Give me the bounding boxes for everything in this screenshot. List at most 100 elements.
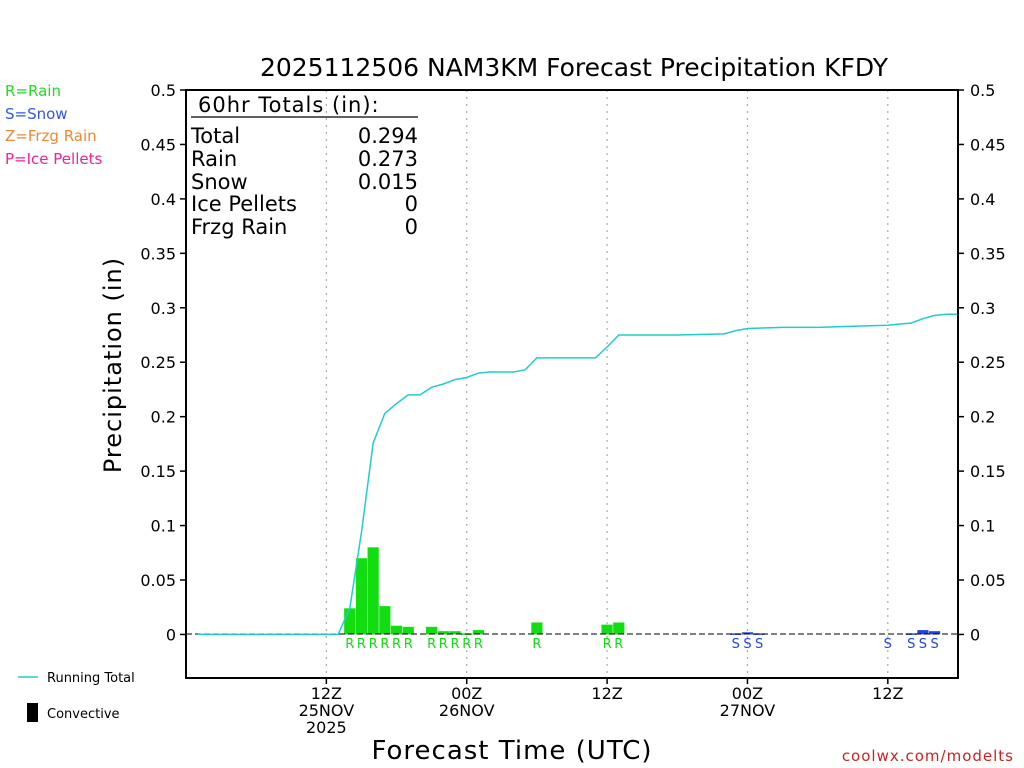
convective-legend-label: Convective [47,707,120,722]
watermark-text: coolwx.com/modelts [842,747,1014,765]
precip-bar [355,558,368,635]
totals-value-total: 0.294 [358,124,418,148]
precip-type-marker: R [614,637,623,652]
totals-label-rain: Rain [191,147,237,171]
y-tick-label-left: 0.35 [140,244,176,263]
precip-bar [917,630,929,635]
y-tick-label-left: 0.25 [140,353,176,372]
y-tick-label-right: 0.2 [970,408,995,427]
y-tick-label-right: 0.15 [970,462,1006,481]
precip-bar [390,625,403,635]
y-tick-label-left: 0.4 [151,190,176,209]
y-tick-label-right: 0.35 [970,244,1006,263]
y-tick-label-left: 0.1 [151,517,176,536]
precip-type-marker: R [369,637,378,652]
precip-bar [472,630,485,635]
totals-label-snow: Snow [191,170,248,194]
precip-bar [344,608,356,635]
y-tick-label-left: 0.5 [151,81,176,100]
totals-label-total: Total [190,124,240,148]
precip-bar [741,632,754,635]
precip-type-marker: R [439,637,448,652]
totals-value-snow: 0.015 [358,170,418,194]
legend-ice-pellets-label: P=Ice Pellets [5,150,102,168]
y-tick-label-right: 0.3 [970,299,995,318]
y-axis-label: Precipitation (in) [99,257,127,473]
y-axis-ticks: 0 00.05 0.050.1 0.10.15 0.150.2 0.20.25 0.250.… [140,81,1005,644]
precip-bar [601,624,613,635]
precip-type-marker: R [392,637,401,652]
y-tick-label-left: 0 [166,625,176,644]
y-tick-label-right: 0.5 [970,81,995,100]
legend-rain-label: R=Rain [5,82,61,100]
bottom-legend: Running Total Convective [18,671,135,722]
precip-type-marker: S [919,637,927,652]
y-tick-label-left: 0.3 [151,299,176,318]
totals-value-frzg-rain: 0 [405,215,418,239]
x-tick-label: 27NOV [720,701,776,720]
y-tick-label-right: 0.45 [970,135,1006,154]
precip-type-legend: R=Rain S=Snow Z=Frzg Rain P=Ice Pellets [5,82,102,168]
y-tick-label-left: 0.05 [140,571,176,590]
y-tick-label-right: 0.25 [970,353,1006,372]
precip-type-marker: R [427,637,436,652]
precip-type-marker: R [404,637,413,652]
precip-bar [449,631,461,635]
x-tick-label: 00Z [451,684,482,703]
totals-value-rain: 0.273 [358,147,418,171]
x-tick-label: 2025 [306,718,347,737]
precip-type-marker: R [474,637,483,652]
precip-bar [426,626,438,635]
precip-type-marker: S [930,637,938,652]
totals-label-ice-pellets: Ice Pellets [191,192,297,216]
x-tick-label: 25NOV [299,701,355,720]
x-tick-label: 12Z [311,684,342,703]
precip-type-marker: R [357,637,366,652]
x-tick-label: 12Z [591,684,622,703]
x-axis-label: Forecast Time (UTC) [371,736,652,766]
precip-type-marker: S [755,637,763,652]
precip-bar [402,626,414,635]
y-tick-label-right: 0.4 [970,190,995,209]
precip-bar [379,606,391,635]
precip-bar [753,633,765,635]
running-total-line [197,313,958,636]
precip-type-marker: S [743,637,751,652]
legend-frzg-rain-label: Z=Frzg Rain [5,127,97,145]
plot-frame [185,89,959,679]
y-tick-label-left: 0.15 [140,462,176,481]
precip-bar [613,622,625,635]
y-tick-label-right: 0.05 [970,571,1006,590]
precip-bars [344,547,941,635]
totals-box: 60hr Totals (in): Total 0.294 Rain 0.273… [190,93,418,239]
y-tick-label-left: 0.2 [151,408,176,427]
y-tick-label-right: 0 [970,625,980,644]
precip-type-marker: R [451,637,460,652]
precip-type-marker: R [603,637,612,652]
x-tick-label: 00Z [732,684,763,703]
chart-title: 2025112506 NAM3KM Forecast Precipitation… [260,53,889,82]
precip-type-marker: R [532,637,541,652]
totals-label-frzg-rain: Frzg Rain [191,215,287,239]
convective-swatch [27,703,38,722]
precip-type-marker: S [884,637,892,652]
x-tick-label: 12Z [872,684,903,703]
precip-bar [531,622,543,635]
precip-type-marker: S [732,637,740,652]
legend-snow-label: S=Snow [5,105,68,123]
x-tick-label: 26NOV [439,701,495,720]
y-tick-label-right: 0.1 [970,517,995,536]
precip-bar [367,547,379,635]
precip-bar [929,631,941,635]
precip-type-marker: R [345,637,354,652]
precip-type-marker: S [907,637,915,652]
totals-value-ice-pellets: 0 [405,192,418,216]
precip-type-marker: R [462,637,471,652]
precip-bar [437,631,449,635]
y-tick-label-left: 0.45 [140,135,176,154]
running-total-legend-label: Running Total [47,671,135,686]
vertical-gridlines [325,90,889,678]
